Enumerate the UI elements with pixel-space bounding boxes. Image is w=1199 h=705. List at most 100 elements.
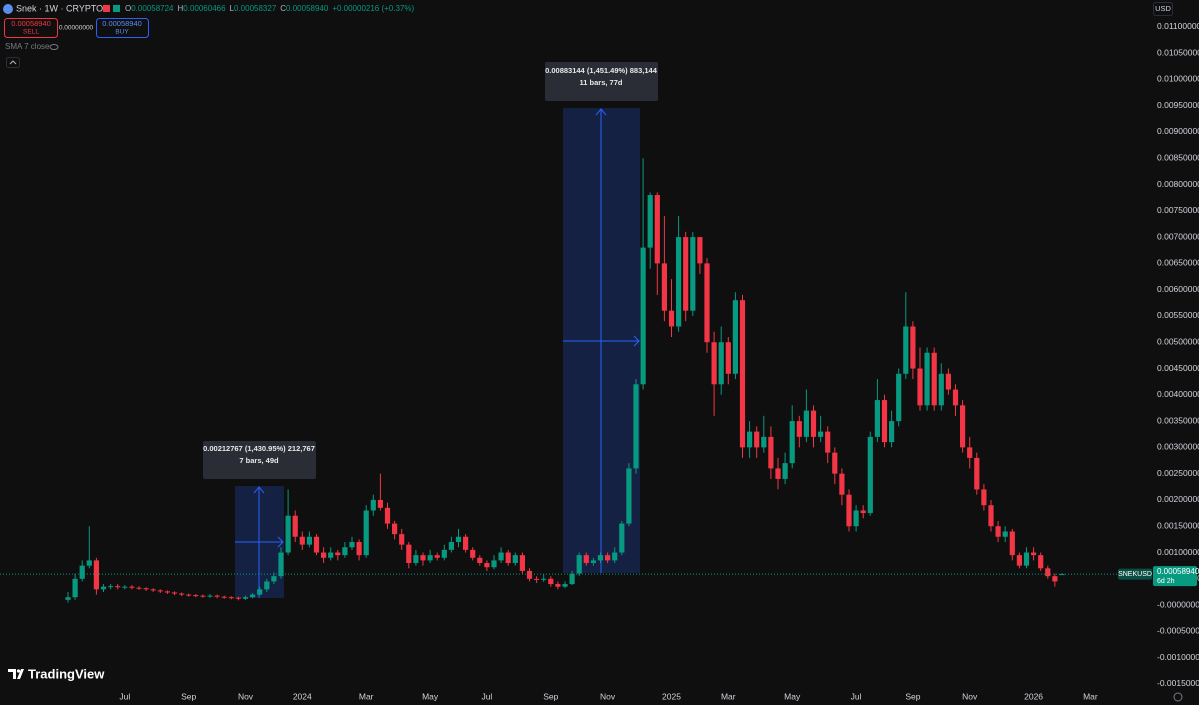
sell-button[interactable] <box>4 18 58 38</box>
candle-body <box>597 555 604 561</box>
eye-icon[interactable] <box>49 44 59 50</box>
candle-body <box>221 596 227 598</box>
candle-body <box>810 410 817 437</box>
measure-arrow-head <box>253 486 265 494</box>
legend-value: 0.00060466 <box>183 4 226 13</box>
y-tick-label: -0.00050000 <box>1157 626 1199 636</box>
x-tick-label: Nov <box>600 691 616 701</box>
candle-body <box>796 421 802 437</box>
candle-body <box>455 536 462 543</box>
candle-body <box>924 352 930 406</box>
candle-body <box>917 368 923 406</box>
candle-body <box>590 560 596 564</box>
measure-arrow-head <box>633 335 640 347</box>
candle-body <box>825 431 831 453</box>
candle-body <box>434 555 440 558</box>
candle-body <box>356 542 362 556</box>
candle-body <box>974 457 980 490</box>
candle-body <box>441 549 447 558</box>
candle-body <box>186 594 192 596</box>
candle-body <box>562 584 568 587</box>
y-tick-label: 0.00400000 <box>1157 389 1199 399</box>
symbol-title[interactable]: Snek · 1W · CRYPTO <box>16 3 103 13</box>
candle-body <box>72 578 78 598</box>
candle-body <box>122 586 128 588</box>
candle-body <box>789 421 795 464</box>
candle-body <box>392 523 398 535</box>
candle-body <box>960 405 966 448</box>
candle-body <box>1038 555 1044 569</box>
legend-key: H <box>178 4 184 13</box>
candle-body <box>377 499 383 508</box>
candle-body <box>839 473 845 495</box>
x-tick-label: 2024 <box>293 691 312 701</box>
y-tick-label: 0.01100000 <box>1157 21 1199 31</box>
candle-body <box>164 591 170 593</box>
candle-body <box>257 589 263 595</box>
candle-body <box>782 463 788 479</box>
candle-body <box>874 400 880 437</box>
currency-box[interactable] <box>1153 2 1173 16</box>
y-tick-label: 0.00450000 <box>1157 363 1199 373</box>
candle-body <box>768 436 774 469</box>
candle-body <box>108 586 114 588</box>
x-tick-label: 2026 <box>1024 691 1043 701</box>
x-tick-label: Sep <box>181 691 196 701</box>
brand-logo <box>16 669 21 673</box>
candle-body <box>853 510 859 527</box>
candle-body <box>981 489 987 506</box>
candle-body <box>931 352 937 406</box>
collapse-button[interactable] <box>6 57 20 68</box>
candle-body <box>818 431 824 437</box>
candle-body <box>761 436 767 448</box>
y-tick-label: 0.00950000 <box>1157 100 1199 110</box>
candle-body <box>1009 531 1015 556</box>
candle-body <box>1023 552 1030 566</box>
sell-label: SELL <box>23 29 39 36</box>
candle-body <box>612 552 618 561</box>
candle-body <box>534 578 540 580</box>
x-tick-label: May <box>784 691 801 701</box>
candle-body <box>79 565 85 579</box>
candle-body <box>65 597 71 600</box>
price-badge-text: 0.00058940 <box>1157 567 1199 576</box>
buy-button[interactable] <box>96 18 149 38</box>
legend-change: +0.00000216 (+0.37%) <box>332 4 414 13</box>
candle-body <box>1016 555 1022 566</box>
candle-body <box>519 555 525 571</box>
candle-body <box>945 373 951 390</box>
icon <box>113 5 120 12</box>
candle-body <box>846 494 852 527</box>
candle-body <box>384 507 391 524</box>
measure-tooltip <box>203 441 316 479</box>
candle-body <box>242 597 249 599</box>
settings-icon[interactable] <box>1173 692 1183 702</box>
measure-sub: 11 bars, 77d <box>580 78 623 87</box>
candle-body <box>214 595 220 597</box>
candle-body <box>775 468 781 479</box>
y-tick-label: 0.00250000 <box>1157 468 1199 478</box>
y-tick-label: -0.00100000 <box>1157 652 1199 662</box>
sell-price: 0.00058940 <box>11 19 51 28</box>
legend-value: 0.00058724 <box>131 4 174 13</box>
y-tick-label: 0.00750000 <box>1157 205 1199 215</box>
overlay: SNEKUSD 0.00058940 6d 2h <box>1118 566 1199 587</box>
candle-body <box>1031 552 1037 556</box>
y-tick-label: 0.00550000 <box>1157 310 1199 320</box>
x-tick-label: May <box>422 691 439 701</box>
candle-body <box>654 195 660 264</box>
candle-body <box>235 597 241 599</box>
candle-body <box>179 593 185 595</box>
symbol-logo <box>3 4 13 14</box>
candle-body <box>889 421 895 443</box>
x-tick-label: Jul <box>481 691 492 701</box>
candle-body <box>193 595 199 597</box>
measure-arrow-head <box>595 108 607 116</box>
candle-body <box>967 447 973 458</box>
candle-body <box>896 373 902 422</box>
currency: USD <box>1155 4 1171 13</box>
candle-body <box>803 410 809 437</box>
ohlc-legend: O0.00058724 H0.00060466 L0.00058327 C0.0005… <box>125 4 414 13</box>
y-tick-label: -0.00150000 <box>1157 678 1199 688</box>
indicator-label[interactable]: SMA 7 close <box>5 42 50 51</box>
